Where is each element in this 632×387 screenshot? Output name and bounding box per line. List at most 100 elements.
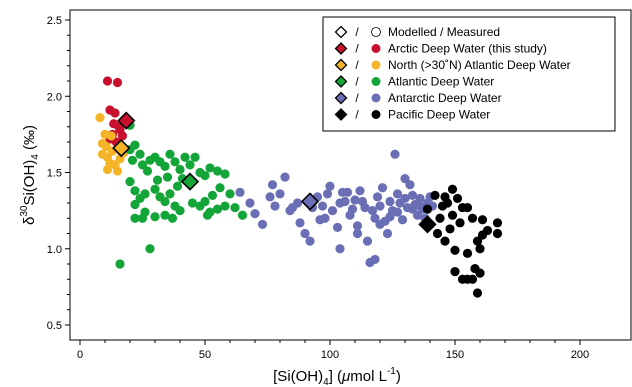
measured-point [125, 177, 135, 187]
measured-point [137, 160, 148, 170]
measured-point [110, 108, 120, 118]
measured-point [415, 201, 425, 211]
measured-point [102, 76, 113, 86]
measured-point [370, 213, 380, 223]
measured-point [322, 189, 333, 199]
legend-label: Pacific Deep Water [388, 108, 490, 122]
measured-point [352, 221, 363, 231]
legend-diamond [334, 108, 348, 121]
measured-point [180, 152, 190, 162]
measured-point [280, 172, 290, 182]
measured-point [375, 201, 385, 211]
modelled-point [117, 111, 136, 130]
measured-point [355, 186, 365, 196]
x-axis-title-mu: μ [341, 368, 350, 385]
measured-point [130, 213, 140, 223]
measured-point [342, 187, 353, 197]
measured-point [270, 201, 280, 211]
measured-point [415, 193, 425, 204]
measured-point [267, 180, 278, 190]
measured-point [407, 190, 418, 200]
legend-label: Atlantic Deep Water [388, 75, 494, 89]
measured-point [220, 201, 230, 211]
measured-point [372, 192, 383, 202]
measured-point [435, 213, 445, 223]
measured-point [447, 184, 458, 194]
legend-diamond [334, 25, 348, 39]
measured-point [405, 180, 415, 190]
legend-diamond [334, 75, 348, 88]
y-axis-title-main: Si(OH) [21, 160, 38, 206]
legend-label: North (>30˚N) Atlantic Deep Water [388, 58, 571, 72]
measured-point [172, 181, 183, 191]
measured-point [492, 228, 503, 239]
measured-point [370, 254, 380, 265]
y-axis-title-suffix: (‰) [21, 125, 38, 154]
legend-separator: / [355, 91, 359, 105]
y-tick-label: 2.0 [47, 91, 62, 103]
measured-point [430, 190, 440, 200]
measured-point [390, 149, 400, 159]
measured-point [137, 213, 148, 223]
measured-point [400, 174, 410, 184]
measured-point [205, 163, 215, 173]
x-tick-label: 0 [77, 349, 83, 361]
measured-point [95, 113, 105, 123]
measured-point [285, 206, 295, 216]
measured-point [467, 274, 478, 284]
y-axis-title-sub: 4 [30, 154, 41, 160]
measured-point [335, 244, 345, 254]
measured-point [117, 131, 128, 141]
measured-point [467, 213, 478, 223]
legend-diamond [334, 91, 348, 105]
measured-point [472, 236, 483, 246]
legend-diamond [334, 42, 348, 55]
legend-separator: / [355, 42, 359, 56]
measured-point [412, 210, 423, 220]
x-tick-label: 200 [571, 349, 589, 361]
x-axis-title-prefix: [Si(OH) [273, 368, 323, 385]
measured-point [350, 195, 360, 205]
x-axis-title-sup: -1 [387, 366, 396, 377]
x-tick-label: 50 [199, 349, 211, 361]
data-points [95, 76, 503, 298]
measured-point [450, 267, 460, 277]
measured-point [190, 152, 200, 162]
measured-point [385, 212, 395, 222]
legend: / Modelled / Measured / Arctic Deep Water (… [322, 16, 616, 132]
axes: 0 50 100 150 200 0.5 1.0 1.5 2.0 2.5 [47, 9, 632, 361]
x-tick-label: 100 [321, 349, 339, 361]
measured-point [347, 204, 358, 214]
legend-box [322, 16, 616, 132]
measured-point [152, 175, 163, 185]
measured-point [185, 160, 195, 170]
measured-point [305, 236, 315, 246]
measured-point [175, 164, 185, 175]
y-tick-label: 2.5 [47, 15, 62, 27]
measured-point [200, 170, 210, 181]
measured-point [140, 189, 150, 199]
legend-separator: / [355, 58, 359, 72]
measured-point [187, 198, 198, 208]
measured-point [106, 131, 116, 141]
measured-point [112, 77, 123, 88]
measured-point [450, 245, 460, 255]
measured-point [315, 215, 325, 225]
x-tick-label: 150 [446, 349, 464, 361]
measured-point [332, 222, 343, 232]
legend-circle [371, 77, 381, 86]
y-axis-title: δ30Si(OH)4 (‰) [19, 125, 41, 225]
measured-point [317, 201, 328, 211]
x-axis-title-sub: 4 [323, 377, 329, 387]
measured-point [327, 206, 338, 216]
measured-point [200, 196, 210, 207]
measured-point [357, 196, 368, 207]
measured-point [250, 209, 260, 219]
legend-label: Arctic Deep Water (this study) [388, 42, 547, 56]
y-axis-title-sup: 30 [19, 205, 30, 217]
measured-point [175, 206, 185, 216]
measured-point [167, 213, 178, 223]
legend-header-label: Modelled / Measured [388, 25, 500, 39]
measured-point [160, 210, 170, 220]
modelled-point [180, 172, 200, 191]
